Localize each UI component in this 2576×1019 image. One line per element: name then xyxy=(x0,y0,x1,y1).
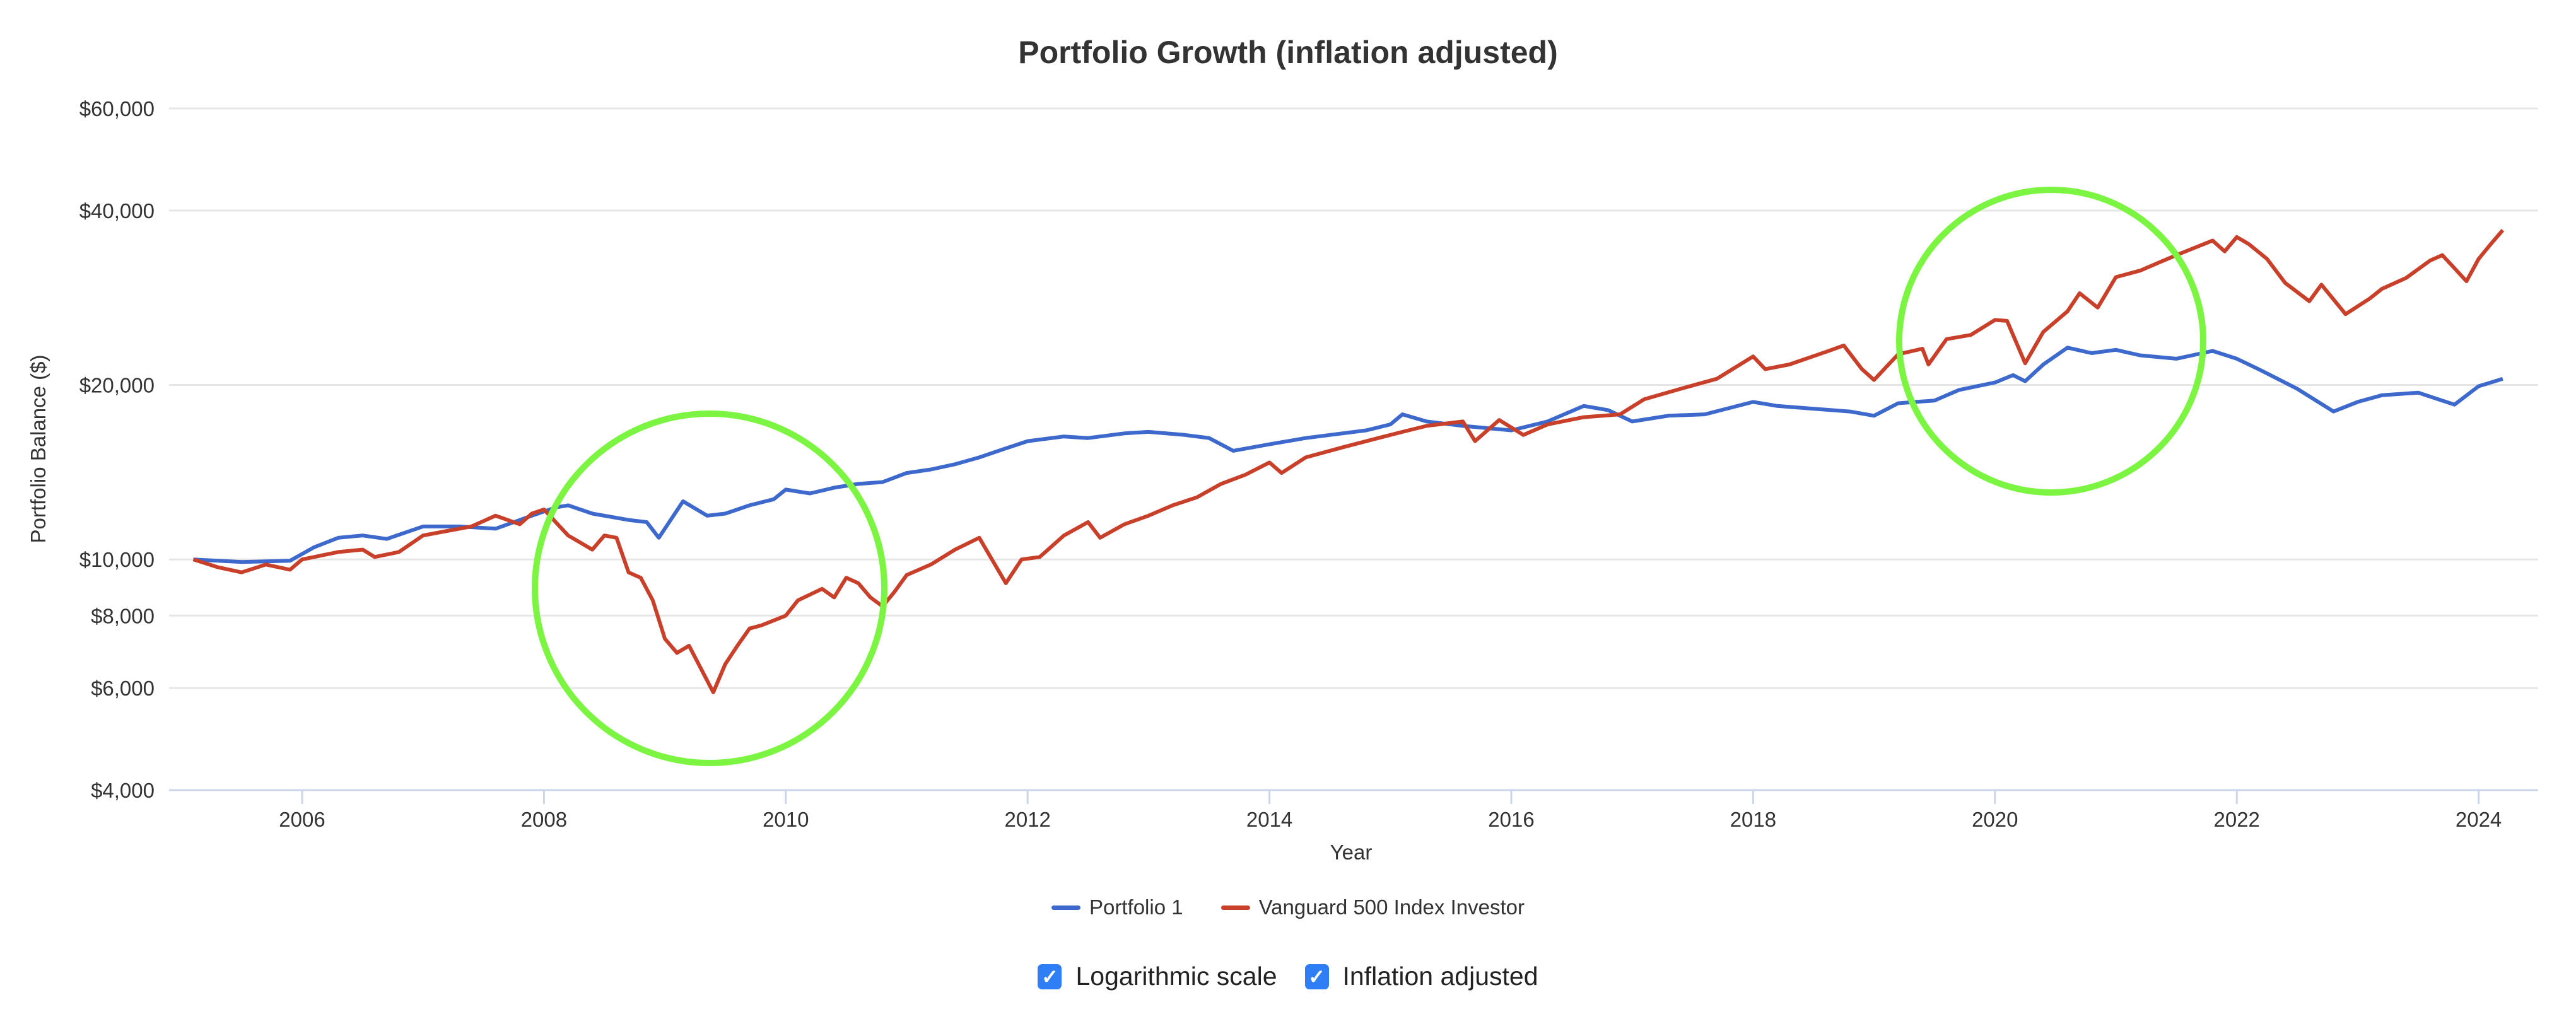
x-tick-label: 2016 xyxy=(1488,808,1534,831)
legend: Portfolio 1 Vanguard 500 Index Investor xyxy=(0,895,2576,919)
checkbox-checked-icon[interactable]: ✓ xyxy=(1304,964,1329,989)
series-line-portfolio-1[interactable] xyxy=(193,346,2503,564)
series-lines xyxy=(192,229,2505,694)
legend-swatch-icon xyxy=(1221,905,1250,910)
y-tick-label: $60,000 xyxy=(79,97,155,120)
x-tick-label: 2006 xyxy=(279,808,325,831)
log-scale-label: Logarithmic scale xyxy=(1075,962,1277,991)
checkbox-checked-icon[interactable]: ✓ xyxy=(1038,964,1062,989)
y-tick-label: $6,000 xyxy=(91,677,155,700)
y-tick-label: $8,000 xyxy=(91,604,155,627)
highlight-circle-2020 xyxy=(1896,187,2206,496)
x-axis-ticks: 2006 2008 2010 2012 2014 2016 2018 2020 2022 2024 xyxy=(279,790,2502,831)
inflation-adjusted-checkbox[interactable]: ✓ Inflation adjusted xyxy=(1304,962,1538,991)
x-tick-label: 2010 xyxy=(763,808,809,831)
x-tick-label: 2022 xyxy=(2213,808,2259,831)
series-line-vanguard-500[interactable] xyxy=(192,229,2505,694)
chart-options: ✓ Logarithmic scale ✓ Inflation adjusted xyxy=(0,962,2576,991)
x-axis-label: Year xyxy=(1330,841,1373,864)
x-tick-label: 2008 xyxy=(521,808,567,831)
legend-item-vanguard-500[interactable]: Vanguard 500 Index Investor xyxy=(1221,895,1525,919)
chart-title: Portfolio Growth (inflation adjusted) xyxy=(1018,35,1557,70)
x-tick-label: 2018 xyxy=(1730,808,1776,831)
y-tick-label: $10,000 xyxy=(79,548,155,571)
y-tick-label: $40,000 xyxy=(79,199,155,223)
legend-item-portfolio-1[interactable]: Portfolio 1 xyxy=(1051,895,1183,919)
legend-swatch-icon xyxy=(1051,905,1081,910)
y-axis-label: Portfolio Balance ($) xyxy=(26,355,50,544)
log-scale-checkbox[interactable]: ✓ Logarithmic scale xyxy=(1038,962,1277,991)
x-tick-label: 2020 xyxy=(1972,808,2018,831)
x-tick-label: 2024 xyxy=(2456,808,2502,831)
x-tick-label: 2012 xyxy=(1004,808,1050,831)
x-tick-label: 2014 xyxy=(1246,808,1292,831)
legend-label: Vanguard 500 Index Investor xyxy=(1258,895,1525,919)
highlight-circle-2008-crash xyxy=(532,411,887,766)
y-tick-label: $4,000 xyxy=(91,779,155,802)
annotations xyxy=(532,187,2206,766)
legend-label: Portfolio 1 xyxy=(1089,895,1183,919)
gridlines xyxy=(169,107,2538,791)
y-axis-ticks: $4,000 $6,000 $8,000 $10,000 $20,000 $40,000 $… xyxy=(79,97,155,802)
inflation-adjusted-label: Inflation adjusted xyxy=(1342,962,1538,991)
y-tick-label: $20,000 xyxy=(79,374,155,397)
